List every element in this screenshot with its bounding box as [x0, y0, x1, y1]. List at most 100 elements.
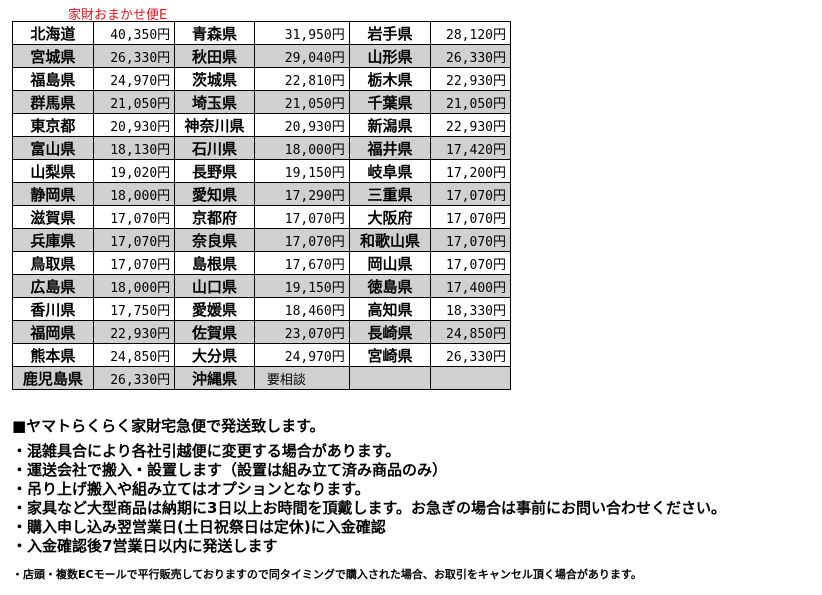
prefecture-cell: [348, 366, 432, 390]
price-cell: 17,070円: [92, 205, 176, 229]
price-cell: 20,930円: [92, 113, 176, 137]
price-cell: 22,930円: [430, 67, 511, 91]
table-row: 静岡県 18,000円 愛知県 17,290円 三重県 17,070円: [12, 182, 511, 206]
price-cell: 21,050円: [430, 90, 511, 114]
prefecture-cell: 秋田県: [174, 44, 255, 68]
price-cell: 17,400円: [430, 274, 511, 298]
prefecture-cell: 福島県: [12, 67, 94, 91]
table-row: 滋賀県 17,070円 京都府 17,070円 大阪府 17,070円: [12, 205, 511, 229]
price-cell: 17,070円: [253, 228, 350, 252]
prefecture-cell: 山口県: [174, 274, 255, 298]
table-row: 群馬県 21,050円 埼玉県 21,050円 千葉県 21,050円: [12, 90, 511, 114]
price-cell: 26,330円: [92, 44, 176, 68]
prefecture-cell: 岡山県: [348, 251, 432, 275]
prefecture-cell: 三重県: [348, 182, 432, 206]
prefecture-cell: 長野県: [174, 159, 255, 183]
price-cell: 22,930円: [92, 320, 176, 344]
prefecture-cell: 愛媛県: [174, 297, 255, 321]
price-cell: 17,420円: [430, 136, 511, 160]
price-cell: 19,150円: [253, 159, 350, 183]
price-cell: 17,070円: [430, 251, 511, 275]
prefecture-cell: 千葉県: [348, 90, 432, 114]
prefecture-cell: 香川県: [12, 297, 94, 321]
prefecture-cell: 愛知県: [174, 182, 255, 206]
prefecture-cell: 埼玉県: [174, 90, 255, 114]
price-cell: 17,070円: [430, 182, 511, 206]
prefecture-cell: 佐賀県: [174, 320, 255, 344]
price-cell: 22,930円: [430, 113, 511, 137]
prefecture-cell: 大分県: [174, 343, 255, 367]
price-cell: 24,850円: [430, 320, 511, 344]
prefecture-cell: 広島県: [12, 274, 94, 298]
prefecture-cell: 和歌山県: [348, 228, 432, 252]
price-cell: 31,950円: [253, 21, 350, 45]
prefecture-cell: 福井県: [348, 136, 432, 160]
prefecture-cell: 石川県: [174, 136, 255, 160]
table-row: 福岡県 22,930円 佐賀県 23,070円 長崎県 24,850円: [12, 320, 511, 344]
price-cell: 17,070円: [430, 228, 511, 252]
prefecture-cell: 鹿児島県: [12, 366, 94, 390]
price-cell: 18,130円: [92, 136, 176, 160]
prefecture-cell: 兵庫県: [12, 228, 94, 252]
prefecture-cell: 滋賀県: [12, 205, 94, 229]
prefecture-cell: 大阪府: [348, 205, 432, 229]
table-row: 広島県 18,000円 山口県 19,150円 徳島県 17,400円: [12, 274, 511, 298]
notes-heading: ■ヤマトらくらく家財宅急便で発送致します。: [12, 417, 325, 435]
note-item: ・家具など大型商品は納期に3日以上お時間を頂戴します。お急ぎの場合は事前にお問い…: [12, 499, 726, 517]
prefecture-cell: 神奈川県: [174, 113, 255, 137]
price-cell: 24,850円: [92, 343, 176, 367]
price-cell: 40,350円: [92, 21, 176, 45]
price-cell: 18,000円: [92, 274, 176, 298]
shipping-fee-table: 北海道 40,350円 青森県 31,950円 岩手県 28,120円 宮城県 26,330円…: [12, 21, 511, 390]
price-cell: 21,050円: [92, 90, 176, 114]
prefecture-cell: 岐阜県: [348, 159, 432, 183]
prefecture-cell: 北海道: [12, 21, 94, 45]
table-row: 北海道 40,350円 青森県 31,950円 岩手県 28,120円: [12, 21, 511, 45]
price-cell: 28,120円: [430, 21, 511, 45]
price-cell: 17,290円: [253, 182, 350, 206]
prefecture-cell: 沖縄県: [174, 366, 255, 390]
price-cell: 21,050円: [253, 90, 350, 114]
prefecture-cell: 東京都: [12, 113, 94, 137]
price-cell: 24,970円: [253, 343, 350, 367]
prefecture-cell: 島根県: [174, 251, 255, 275]
price-cell: 24,970円: [92, 67, 176, 91]
table-row: 福島県 24,970円 茨城県 22,810円 栃木県 22,930円: [12, 67, 511, 91]
price-cell: 26,330円: [92, 366, 176, 390]
shipping-plan-title: 家財おまかせ便E: [68, 8, 168, 23]
table-row: 東京都 20,930円 神奈川県 20,930円 新潟県 22,930円: [12, 113, 511, 137]
prefecture-cell: 静岡県: [12, 182, 94, 206]
table-row: 兵庫県 17,070円 奈良県 17,070円 和歌山県 17,070円: [12, 228, 511, 252]
prefecture-cell: 茨城県: [174, 67, 255, 91]
prefecture-cell: 奈良県: [174, 228, 255, 252]
price-cell: 22,810円: [253, 67, 350, 91]
prefecture-cell: 長崎県: [348, 320, 432, 344]
note-item: ・吊り上げ搬入や組み立てはオプションとなります。: [12, 480, 370, 498]
price-cell: 18,460円: [253, 297, 350, 321]
prefecture-cell: 岩手県: [348, 21, 432, 45]
price-cell: 20,930円: [253, 113, 350, 137]
price-cell: 17,070円: [430, 205, 511, 229]
table-row: 山梨県 19,020円 長野県 19,150円 岐阜県 17,200円: [12, 159, 511, 183]
prefecture-cell: 新潟県: [348, 113, 432, 137]
prefecture-cell: 山形県: [348, 44, 432, 68]
table-row: 宮城県 26,330円 秋田県 29,040円 山形県 26,330円: [12, 44, 511, 68]
price-cell: 17,200円: [430, 159, 511, 183]
table-row: 鹿児島県 26,330円 沖縄県 要相談: [12, 366, 511, 390]
price-cell: 26,330円: [430, 343, 511, 367]
price-cell: 要相談: [253, 366, 350, 390]
note-item: ・運送会社で搬入・設置します（設置は組み立て済み商品のみ）: [12, 461, 448, 479]
price-cell: 17,750円: [92, 297, 176, 321]
prefecture-cell: 徳島県: [348, 274, 432, 298]
price-cell: 19,150円: [253, 274, 350, 298]
price-cell: 23,070円: [253, 320, 350, 344]
table-row: 熊本県 24,850円 大分県 24,970円 宮崎県 26,330円: [12, 343, 511, 367]
price-cell: 17,070円: [253, 205, 350, 229]
note-item: ・入金確認後7営業日以内に発送します: [12, 537, 278, 555]
price-cell: 26,330円: [430, 44, 511, 68]
price-cell: 17,070円: [92, 228, 176, 252]
price-cell: 17,670円: [253, 251, 350, 275]
prefecture-cell: 群馬県: [12, 90, 94, 114]
prefecture-cell: 福岡県: [12, 320, 94, 344]
prefecture-cell: 高知県: [348, 297, 432, 321]
